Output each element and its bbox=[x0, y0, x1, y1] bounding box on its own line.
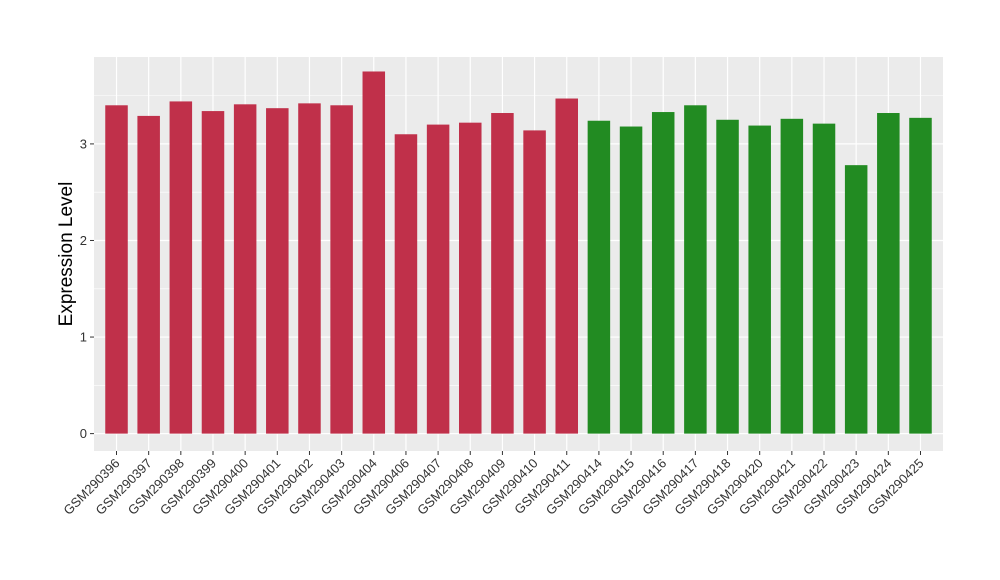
bar-GSM290420 bbox=[748, 125, 771, 434]
bar-GSM290397 bbox=[137, 115, 160, 434]
bar-GSM290408 bbox=[459, 122, 482, 434]
bar-GSM290406 bbox=[394, 134, 418, 434]
y-tick-label: 3 bbox=[80, 136, 87, 151]
bar-GSM290418 bbox=[716, 119, 739, 434]
bar-GSM290411 bbox=[555, 98, 578, 434]
bar-GSM290409 bbox=[491, 113, 514, 434]
bar-GSM290400 bbox=[233, 104, 257, 434]
bar-GSM290417 bbox=[684, 105, 707, 434]
bar-GSM290423 bbox=[844, 165, 868, 434]
bar-GSM290421 bbox=[780, 118, 804, 434]
bar-GSM290410 bbox=[523, 130, 546, 434]
bar-GSM290399 bbox=[201, 111, 225, 434]
bar-GSM290407 bbox=[426, 124, 450, 434]
bar-GSM290404 bbox=[362, 71, 386, 434]
bar-GSM290422 bbox=[812, 123, 836, 434]
y-axis-title: Expression Level bbox=[56, 182, 77, 327]
bar-GSM290414 bbox=[587, 120, 611, 434]
bar-GSM290403 bbox=[330, 105, 353, 434]
y-tick-label: 2 bbox=[80, 233, 87, 248]
bar-GSM290416 bbox=[651, 112, 675, 434]
bar-GSM290425 bbox=[909, 117, 932, 434]
bar-GSM290396 bbox=[105, 105, 128, 434]
bar-GSM290398 bbox=[169, 101, 193, 434]
bars bbox=[105, 71, 932, 434]
bar-GSM290401 bbox=[266, 108, 289, 434]
bar-GSM290402 bbox=[298, 103, 321, 434]
bar-GSM290415 bbox=[619, 126, 643, 434]
y-tick-label: 0 bbox=[80, 426, 87, 441]
bar-GSM290424 bbox=[877, 113, 900, 434]
y-tick-label: 1 bbox=[80, 330, 87, 345]
